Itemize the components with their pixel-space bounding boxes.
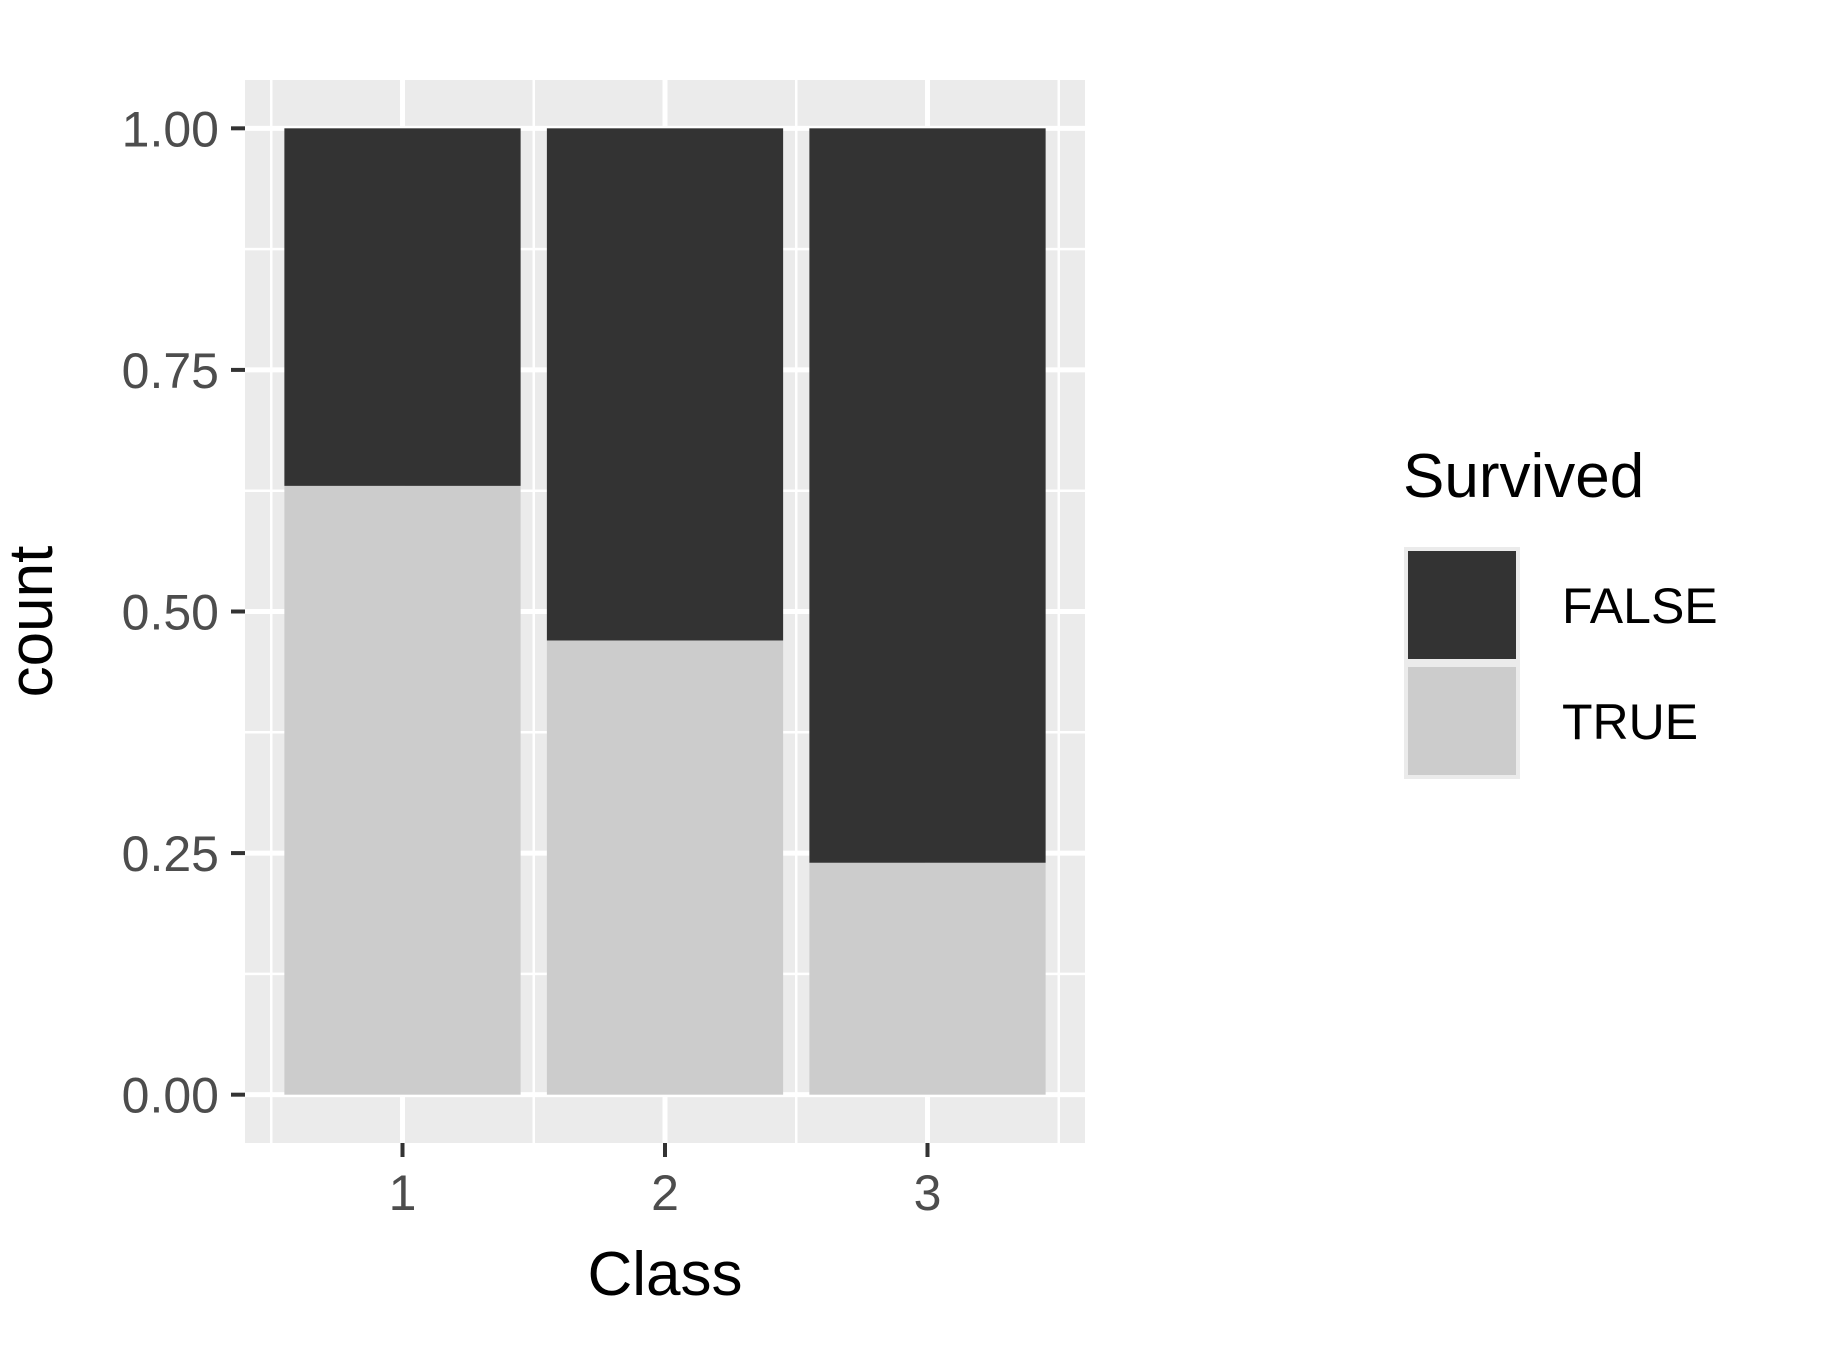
bar-true-class-1 (284, 485, 521, 1095)
y-tick-label: 0.25 (122, 826, 219, 882)
bar-false-class-2 (546, 128, 784, 641)
bar-false-class-1 (284, 128, 521, 486)
x-axis-title: Class (587, 1240, 742, 1309)
axes-group: 0.00 0.25 0.50 0.75 1.00 1 2 3 (122, 101, 942, 1221)
y-tick-label: 1.00 (122, 101, 219, 157)
x-tick-label: 1 (389, 1165, 417, 1221)
legend-label-true: TRUE (1562, 694, 1698, 750)
y-tick-label: 0.00 (122, 1068, 219, 1124)
y-tick-label: 0.75 (122, 343, 219, 399)
bar-true-class-3 (809, 862, 1046, 1095)
legend-key-false (1408, 551, 1516, 659)
legend-title: Survived (1403, 442, 1644, 511)
legend-label-false: FALSE (1562, 578, 1718, 634)
legend-key-true (1408, 667, 1516, 775)
x-tick-label: 3 (914, 1165, 942, 1221)
y-axis-title: count (0, 546, 66, 698)
legend: Survived FALSE TRUE (1403, 442, 1718, 779)
x-tick-label: 2 (651, 1165, 679, 1221)
bar-false-class-3 (809, 128, 1046, 863)
y-tick-label: 0.50 (122, 585, 219, 641)
bars-group (284, 128, 1046, 1095)
bar-true-class-2 (546, 640, 784, 1095)
